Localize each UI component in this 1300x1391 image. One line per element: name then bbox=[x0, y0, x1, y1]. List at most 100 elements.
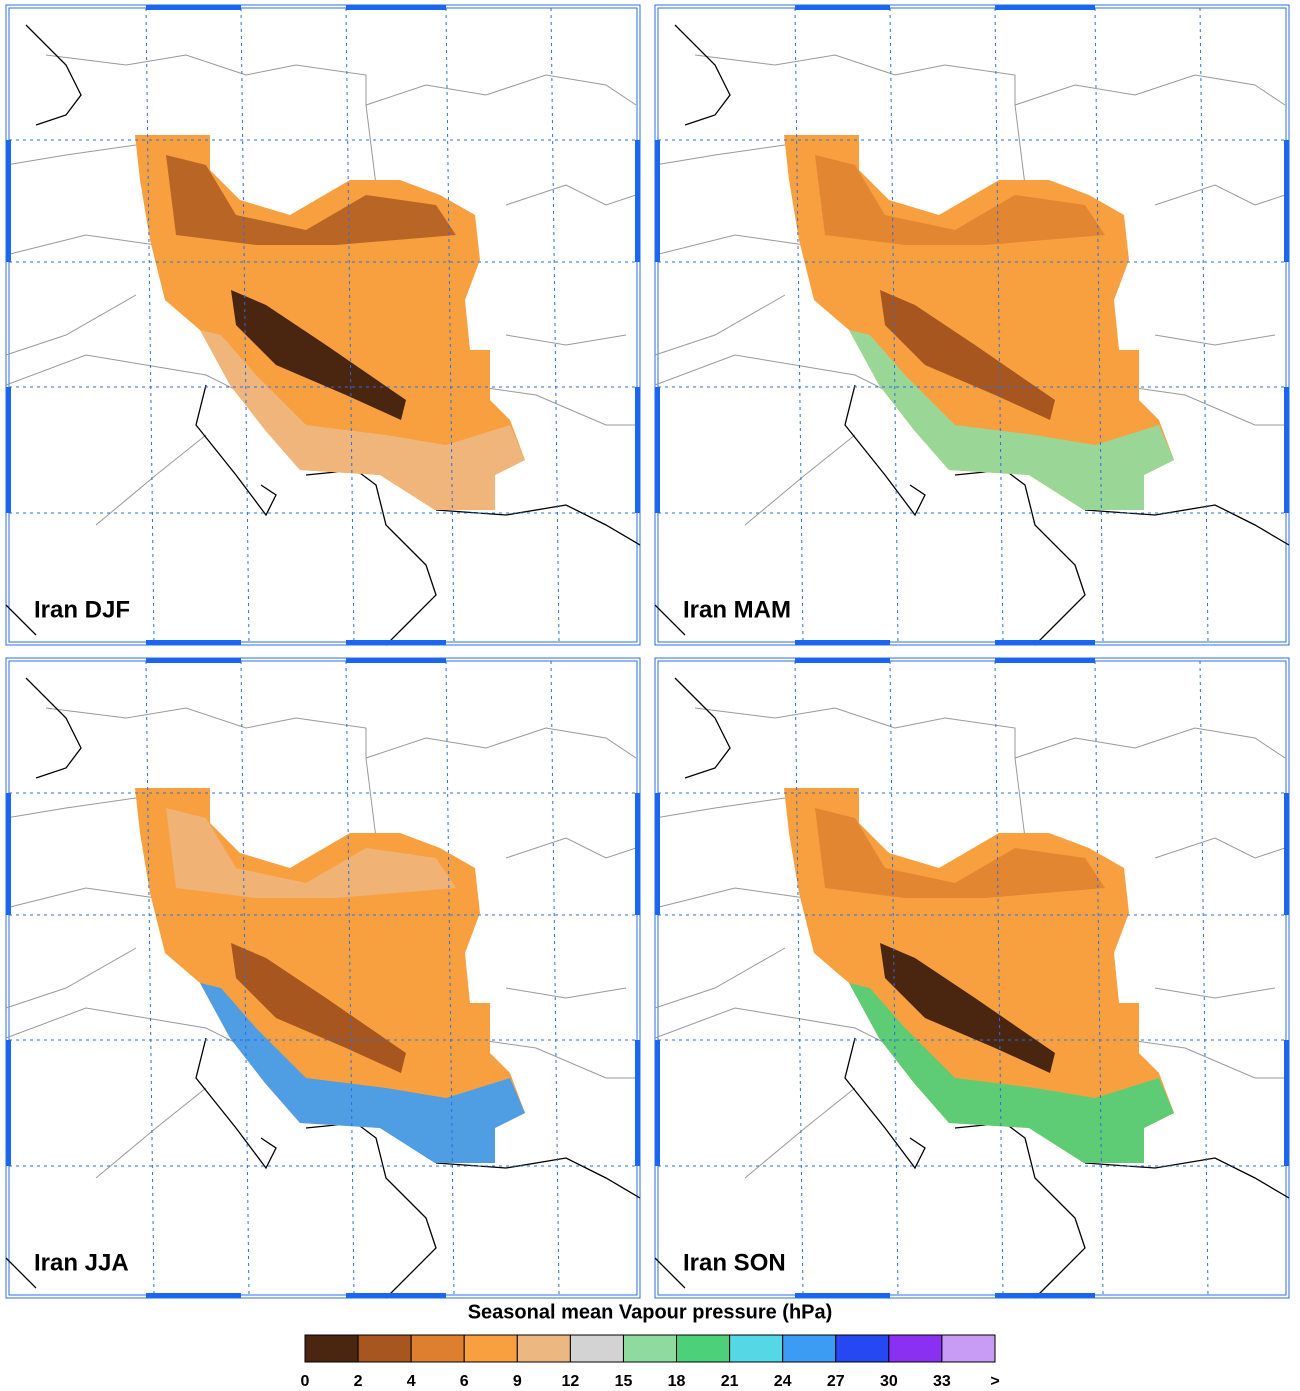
field-core bbox=[231, 943, 406, 1073]
colorbar-tick-label: 2 bbox=[354, 1373, 363, 1390]
country-borders bbox=[654, 707, 1286, 1179]
frame-bar bbox=[635, 1040, 640, 1166]
colorbar-box bbox=[835, 1334, 890, 1363]
frame-bar bbox=[1284, 1040, 1289, 1166]
grid-line bbox=[1094, 660, 1104, 1296]
coastline bbox=[5, 24, 641, 646]
colorbar-overflow-label: > bbox=[990, 1373, 999, 1390]
grid-line bbox=[1199, 660, 1209, 1296]
frame-bar bbox=[6, 140, 11, 262]
frame-bar bbox=[795, 658, 890, 663]
frame-bar bbox=[146, 1293, 241, 1298]
colorbar-box bbox=[410, 1334, 465, 1363]
map-panel: Iran DJF bbox=[5, 4, 641, 646]
frame-bar bbox=[655, 793, 660, 915]
colorbar-tick-label: 33 bbox=[933, 1373, 951, 1390]
grid-line bbox=[145, 7, 155, 643]
grid-line bbox=[145, 660, 155, 1296]
frame-bar bbox=[1284, 387, 1289, 513]
frame-bar bbox=[655, 387, 660, 513]
frame-bar bbox=[995, 658, 1095, 663]
panel-inner-frame bbox=[657, 7, 1287, 643]
frame-bar bbox=[995, 1293, 1095, 1298]
colorbar-box bbox=[304, 1334, 359, 1363]
map-panel: Iran JJA bbox=[5, 657, 641, 1299]
frame-bar bbox=[346, 1293, 446, 1298]
field-south bbox=[200, 983, 525, 1163]
colorbar-box bbox=[357, 1334, 412, 1363]
frame-bar bbox=[635, 387, 640, 513]
field-north bbox=[166, 808, 456, 898]
frame-bar bbox=[146, 658, 241, 663]
field-north bbox=[815, 155, 1105, 245]
colorbar-tick-label: 12 bbox=[561, 1373, 579, 1390]
frame-bar bbox=[1284, 793, 1289, 915]
colorbar-title: Seasonal mean Vapour pressure (hPa) bbox=[468, 1301, 833, 1323]
colorbar-tick-label: 9 bbox=[513, 1373, 522, 1390]
colorbar-tick-label: 24 bbox=[774, 1373, 792, 1390]
grid-line bbox=[550, 660, 560, 1296]
grid-line bbox=[794, 660, 804, 1296]
field-south bbox=[200, 330, 525, 510]
grid-line bbox=[994, 660, 1004, 1296]
panel-inner-frame bbox=[8, 660, 638, 1296]
colorbar-tick-label: 4 bbox=[407, 1373, 416, 1390]
colorbar-tick-label: 15 bbox=[615, 1373, 633, 1390]
grid-line bbox=[1094, 7, 1104, 643]
colorbar-box bbox=[622, 1334, 678, 1363]
grid-line bbox=[794, 7, 804, 643]
colorbar-box bbox=[888, 1334, 943, 1363]
frame-bar bbox=[346, 658, 446, 663]
coastline bbox=[654, 677, 1290, 1299]
colorbar-tick-label: 6 bbox=[460, 1373, 469, 1390]
country-borders bbox=[654, 54, 1286, 526]
country-borders bbox=[5, 707, 637, 1179]
field-south bbox=[849, 983, 1174, 1163]
colorbar-box bbox=[516, 1334, 571, 1363]
colorbar-tick-label: 27 bbox=[827, 1373, 845, 1390]
frame-bar bbox=[6, 1040, 11, 1166]
frame-bar bbox=[346, 5, 446, 10]
grid-line bbox=[889, 7, 899, 643]
grid-line bbox=[240, 660, 250, 1296]
frame-bar bbox=[655, 1040, 660, 1166]
colorbar-box bbox=[941, 1334, 996, 1363]
panel-inner-frame bbox=[657, 660, 1287, 1296]
map-panel: Iran SON bbox=[654, 657, 1290, 1299]
frame-bar bbox=[795, 1293, 890, 1298]
frame-bar bbox=[795, 640, 890, 645]
grid-line bbox=[445, 7, 455, 643]
grid-line bbox=[345, 660, 355, 1296]
grid-line bbox=[240, 7, 250, 643]
map-panel: Iran MAM bbox=[654, 4, 1290, 646]
frame-bar bbox=[146, 5, 241, 10]
frame-bar bbox=[655, 140, 660, 262]
field-core bbox=[231, 290, 406, 420]
field-core bbox=[880, 943, 1055, 1073]
field-core bbox=[880, 290, 1055, 420]
frame-bar bbox=[995, 5, 1095, 10]
country-borders bbox=[5, 54, 637, 526]
panel-inner-frame bbox=[8, 7, 638, 643]
frame-bar bbox=[6, 793, 11, 915]
coastline bbox=[654, 24, 1290, 646]
frame-bar bbox=[6, 387, 11, 513]
colorbar-tick-label: 0 bbox=[301, 1373, 310, 1390]
grid-line bbox=[994, 7, 1004, 643]
panel-label: Iran SON bbox=[683, 1249, 786, 1276]
field-north bbox=[815, 808, 1105, 898]
grid-line bbox=[550, 7, 560, 643]
grid-line bbox=[1199, 7, 1209, 643]
grid-line bbox=[345, 7, 355, 643]
colorbar-box bbox=[676, 1334, 731, 1363]
colorbar-tick-label: 21 bbox=[721, 1373, 739, 1390]
frame-bar bbox=[635, 793, 640, 915]
coastline bbox=[5, 677, 641, 1299]
panel-label: Iran MAM bbox=[683, 596, 791, 623]
grid-line bbox=[889, 660, 899, 1296]
frame-bar bbox=[635, 140, 640, 262]
grid-line bbox=[445, 660, 455, 1296]
frame-bar bbox=[146, 640, 241, 645]
field-south bbox=[849, 330, 1174, 510]
